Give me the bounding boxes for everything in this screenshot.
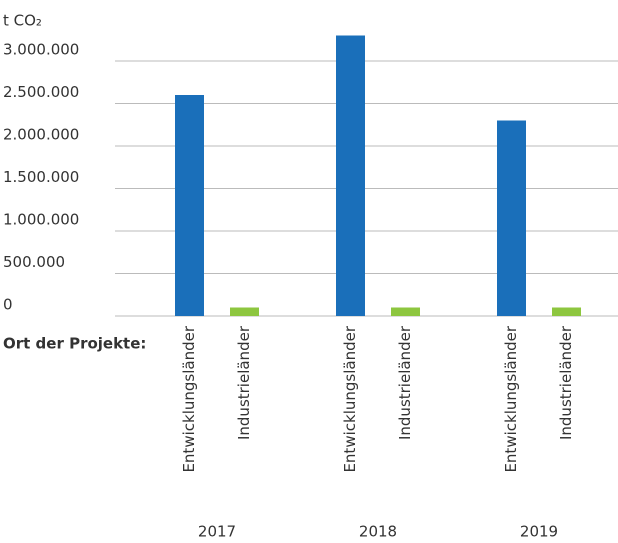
series-label: Entwicklungsländer bbox=[341, 325, 359, 472]
y-tick-label: 500.000 bbox=[3, 253, 65, 271]
y-tick-label: 2.500.000 bbox=[3, 83, 79, 101]
x-tick-label: 2017 bbox=[198, 523, 236, 541]
y-tick-label: 1.500.000 bbox=[3, 168, 79, 186]
bar bbox=[336, 35, 365, 316]
bar bbox=[230, 307, 259, 316]
series-label: Industrieländer bbox=[396, 325, 414, 440]
series-label: Entwicklungsländer bbox=[180, 325, 198, 472]
y-tick-label: 1.000.000 bbox=[3, 211, 79, 229]
y-axis-label: t CO₂ bbox=[3, 12, 42, 30]
series-label: Industrieländer bbox=[557, 325, 575, 440]
y-tick-label: 0 bbox=[3, 296, 13, 314]
bar bbox=[497, 120, 526, 316]
x-tick-label: 2018 bbox=[359, 523, 397, 541]
y-tick-label: 3.000.000 bbox=[3, 41, 79, 59]
bar bbox=[175, 95, 204, 316]
bar bbox=[552, 307, 581, 316]
x-axis-label: Ort der Projekte: bbox=[3, 335, 146, 353]
series-label: Industrieländer bbox=[235, 325, 253, 440]
y-tick-label: 2.000.000 bbox=[3, 126, 79, 144]
bar bbox=[391, 307, 420, 316]
x-tick-label: 2019 bbox=[520, 523, 558, 541]
series-label: Entwicklungsländer bbox=[502, 325, 520, 472]
